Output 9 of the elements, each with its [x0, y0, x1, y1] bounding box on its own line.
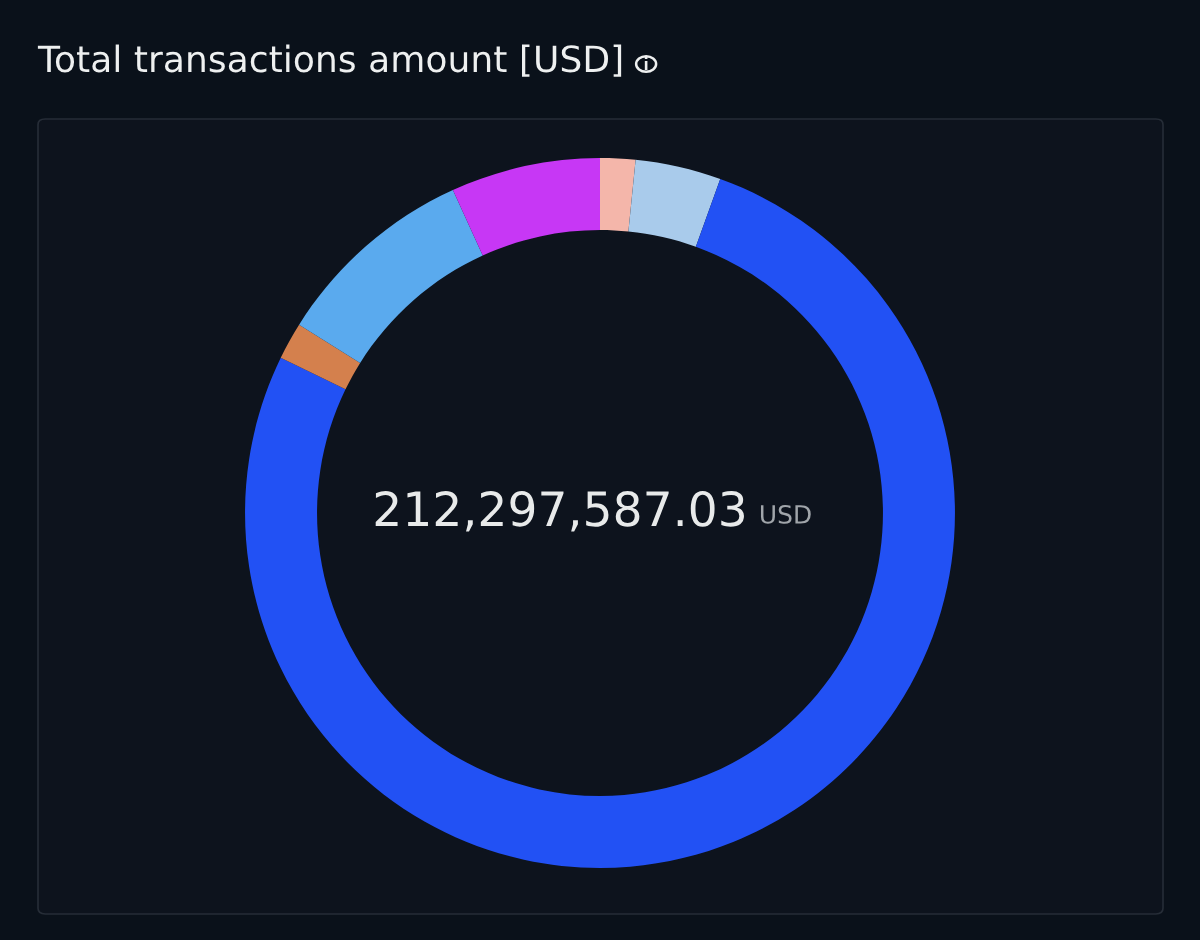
donut-slice [280, 324, 361, 390]
donut-slice [245, 179, 955, 868]
text: USD [760, 504, 811, 524]
donut-slice [452, 158, 600, 256]
donut-slice [299, 189, 483, 363]
chart-title: Total transactions amount [USD] [37, 44, 622, 77]
donut-slice [628, 159, 721, 247]
text: 212,297,587.03 [375, 490, 744, 532]
donut-slice [600, 158, 636, 232]
